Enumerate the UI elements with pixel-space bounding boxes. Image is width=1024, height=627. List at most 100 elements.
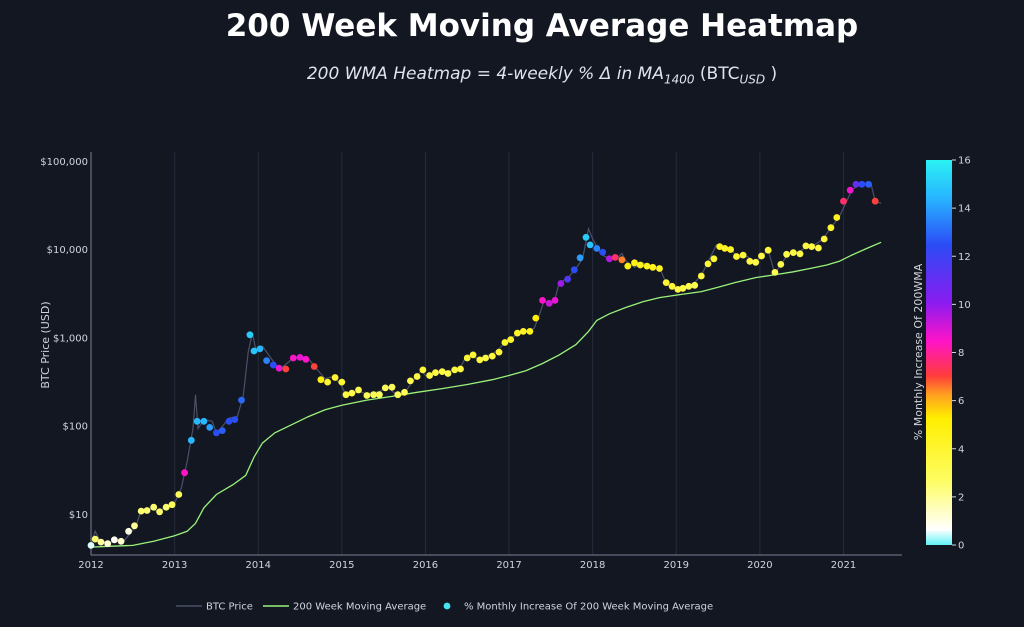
heatmap-point-5[interactable] bbox=[117, 537, 125, 545]
heatmap-point-117[interactable] bbox=[820, 235, 828, 243]
heatmap-point-18[interactable] bbox=[200, 417, 208, 425]
heatmap-point-54[interactable] bbox=[432, 369, 439, 376]
heatmap-point-50[interactable] bbox=[407, 377, 414, 385]
heatmap-dots[interactable] bbox=[87, 180, 879, 549]
heatmap-point-95[interactable] bbox=[685, 282, 693, 290]
heatmap-point-36[interactable] bbox=[317, 376, 325, 384]
heatmap-point-98[interactable] bbox=[704, 260, 712, 268]
heatmap-point-53[interactable] bbox=[426, 372, 433, 379]
heatmap-point-42[interactable] bbox=[355, 386, 362, 394]
heatmap-point-8[interactable] bbox=[137, 507, 145, 515]
legend[interactable]: BTC Price 200 Week Moving Average % Monthl… bbox=[176, 602, 713, 613]
heatmap-point-102[interactable] bbox=[727, 246, 734, 253]
heatmap-point-119[interactable] bbox=[833, 214, 841, 221]
heatmap-point-104[interactable] bbox=[739, 251, 747, 259]
heatmap-point-105[interactable] bbox=[746, 257, 754, 265]
heatmap-point-84[interactable] bbox=[618, 256, 626, 264]
heatmap-point-0[interactable] bbox=[87, 542, 95, 549]
heatmap-point-48[interactable] bbox=[394, 391, 402, 399]
heatmap-point-99[interactable] bbox=[710, 255, 718, 263]
heatmap-point-74[interactable] bbox=[557, 280, 565, 287]
heatmap-point-122[interactable] bbox=[852, 180, 860, 188]
heatmap-point-69[interactable] bbox=[526, 328, 534, 335]
heatmap-point-115[interactable] bbox=[808, 243, 816, 251]
heatmap-point-114[interactable] bbox=[802, 242, 810, 250]
heatmap-point-96[interactable] bbox=[691, 281, 699, 289]
heatmap-point-35[interactable] bbox=[310, 363, 318, 370]
heatmap-point-90[interactable] bbox=[656, 265, 663, 272]
heatmap-point-79[interactable] bbox=[586, 241, 594, 249]
heatmap-point-49[interactable] bbox=[401, 388, 408, 396]
heatmap-point-59[interactable] bbox=[463, 354, 471, 362]
heatmap-point-107[interactable] bbox=[758, 252, 765, 260]
heatmap-point-65[interactable] bbox=[501, 339, 509, 346]
heatmap-point-3[interactable] bbox=[104, 540, 112, 548]
heatmap-point-12[interactable] bbox=[162, 503, 170, 511]
heatmap-point-112[interactable] bbox=[789, 249, 797, 256]
heatmap-point-21[interactable] bbox=[218, 427, 226, 434]
heatmap-point-109[interactable] bbox=[771, 269, 779, 276]
heatmap-point-13[interactable] bbox=[168, 501, 176, 509]
heatmap-point-76[interactable] bbox=[570, 266, 578, 274]
heatmap-point-33[interactable] bbox=[296, 354, 304, 361]
heatmap-point-24[interactable] bbox=[238, 396, 245, 404]
legend-label-btc[interactable]: BTC Price bbox=[206, 602, 253, 613]
heatmap-point-9[interactable] bbox=[143, 507, 151, 514]
heatmap-point-64[interactable] bbox=[495, 348, 503, 356]
heatmap-point-41[interactable] bbox=[348, 389, 356, 397]
heatmap-point-39[interactable] bbox=[338, 378, 346, 386]
heatmap-point-111[interactable] bbox=[783, 250, 790, 258]
heatmap-point-81[interactable] bbox=[599, 248, 607, 256]
heatmap-point-31[interactable] bbox=[282, 365, 290, 373]
heatmap-point-61[interactable] bbox=[476, 356, 484, 364]
heatmap-point-47[interactable] bbox=[388, 383, 396, 391]
heatmap-point-82[interactable] bbox=[606, 255, 613, 263]
heatmap-point-124[interactable] bbox=[865, 180, 872, 188]
heatmap-point-94[interactable] bbox=[679, 284, 687, 292]
heatmap-point-28[interactable] bbox=[263, 357, 270, 364]
heatmap-point-37[interactable] bbox=[324, 378, 331, 386]
heatmap-point-17[interactable] bbox=[193, 417, 201, 425]
heatmap-point-110[interactable] bbox=[777, 261, 785, 268]
heatmap-point-72[interactable] bbox=[545, 299, 553, 307]
legend-label-wma[interactable]: 200 Week Moving Average bbox=[293, 602, 426, 613]
heatmap-point-45[interactable] bbox=[376, 391, 383, 399]
heatmap-point-125[interactable] bbox=[871, 197, 879, 205]
heatmap-point-26[interactable] bbox=[250, 347, 258, 355]
heatmap-point-6[interactable] bbox=[125, 527, 132, 535]
heatmap-point-58[interactable] bbox=[457, 365, 464, 373]
heatmap-point-78[interactable] bbox=[582, 233, 590, 241]
heatmap-point-101[interactable] bbox=[721, 245, 729, 252]
heatmap-point-7[interactable] bbox=[131, 522, 138, 530]
heatmap-point-62[interactable] bbox=[482, 354, 489, 362]
heatmap-point-38[interactable] bbox=[331, 374, 339, 381]
heatmap-point-91[interactable] bbox=[662, 279, 670, 286]
heatmap-point-55[interactable] bbox=[438, 368, 446, 375]
heatmap-point-92[interactable] bbox=[668, 282, 676, 290]
heatmap-point-22[interactable] bbox=[225, 417, 233, 425]
heatmap-point-106[interactable] bbox=[752, 258, 760, 266]
heatmap-point-87[interactable] bbox=[636, 261, 644, 269]
heatmap-point-123[interactable] bbox=[858, 180, 866, 188]
heatmap-point-97[interactable] bbox=[697, 272, 705, 280]
heatmap-point-32[interactable] bbox=[289, 354, 297, 362]
heatmap-point-66[interactable] bbox=[507, 336, 515, 343]
heatmap-point-121[interactable] bbox=[846, 186, 854, 194]
heatmap-point-108[interactable] bbox=[764, 246, 772, 254]
heatmap-point-113[interactable] bbox=[796, 250, 804, 258]
heatmap-point-30[interactable] bbox=[275, 364, 283, 372]
heatmap-point-83[interactable] bbox=[611, 254, 619, 261]
heatmap-point-57[interactable] bbox=[451, 366, 459, 374]
heatmap-point-70[interactable] bbox=[532, 314, 540, 322]
heatmap-point-89[interactable] bbox=[649, 263, 657, 271]
heatmap-point-60[interactable] bbox=[469, 351, 477, 359]
heatmap-point-116[interactable] bbox=[815, 244, 822, 252]
heatmap-point-19[interactable] bbox=[206, 424, 214, 431]
heatmap-point-29[interactable] bbox=[269, 361, 277, 369]
heatmap-point-4[interactable] bbox=[111, 536, 118, 544]
heatmap-point-120[interactable] bbox=[840, 197, 847, 205]
heatmap-point-75[interactable] bbox=[564, 275, 571, 283]
heatmap-point-1[interactable] bbox=[91, 535, 99, 543]
heatmap-point-40[interactable] bbox=[342, 391, 350, 399]
heatmap-point-56[interactable] bbox=[444, 370, 452, 377]
